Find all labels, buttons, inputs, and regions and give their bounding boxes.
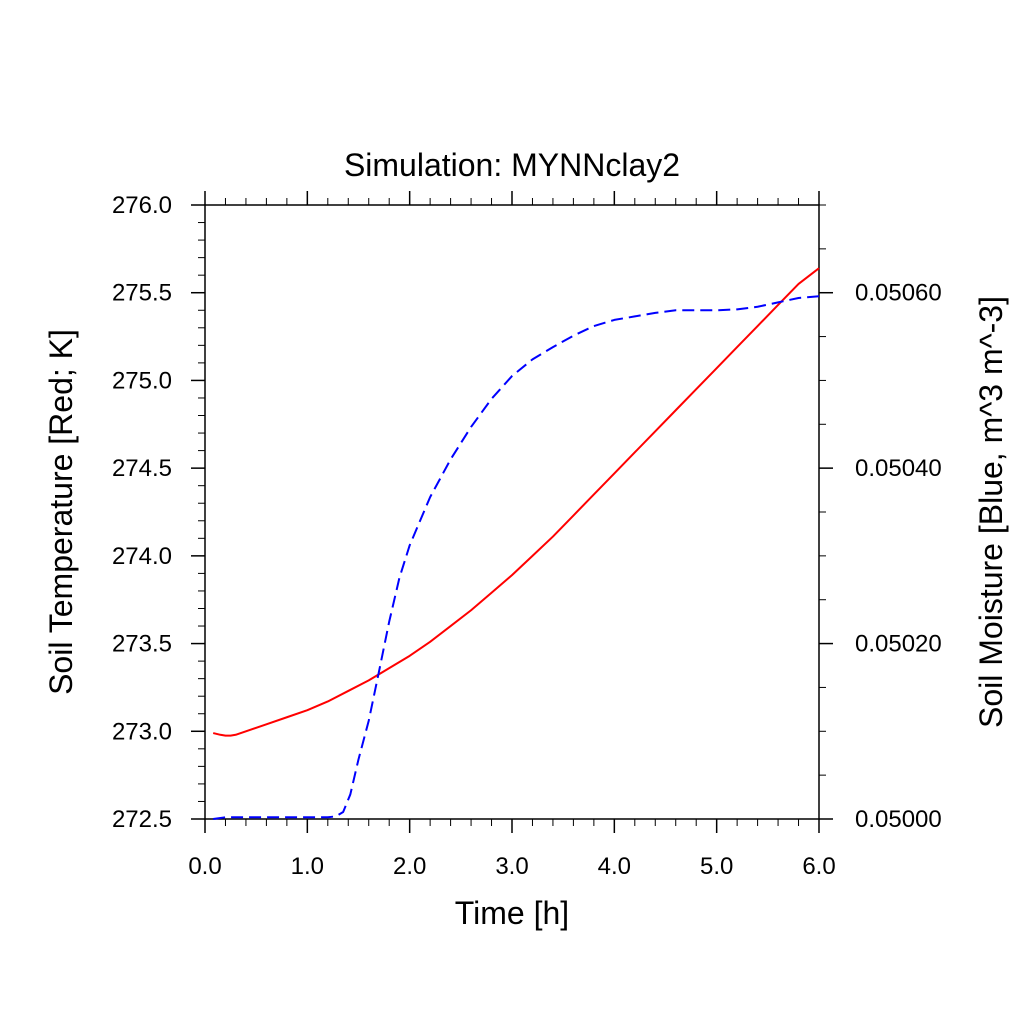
plot-frame bbox=[204, 204, 820, 820]
x-tick-label: 5.0 bbox=[700, 853, 733, 880]
y2-axis-ticks: 0.05000 0.05020 0.05040 0.05060 bbox=[819, 280, 942, 833]
y-tick-label: 276.0 bbox=[112, 192, 172, 219]
y-tick-label: 273.5 bbox=[112, 631, 172, 658]
y-tick-label: 274.5 bbox=[112, 455, 172, 482]
x-axis-ticks: 0.0 1.0 2.0 3.0 4.0 5.0 6.0 bbox=[188, 191, 836, 880]
y-tick-label: 275.5 bbox=[112, 280, 172, 307]
x-tick-label: 2.0 bbox=[393, 853, 426, 880]
y-axis-ticks: 272.5 273.0 273.5 274.0 274.5 275.0 275.5 276.0 bbox=[112, 192, 205, 833]
y-tick-label: 273.0 bbox=[112, 718, 172, 745]
x-tick-label: 6.0 bbox=[802, 853, 835, 880]
chart-title: Simulation: MYNNclay2 bbox=[344, 147, 680, 183]
y2-axis-title: Soil Moisture [Blue, m^3 m^-3] bbox=[973, 296, 1009, 728]
x-tick-label: 0.0 bbox=[188, 853, 221, 880]
y-tick-label: 275.0 bbox=[112, 367, 172, 394]
y-tick-label: 272.5 bbox=[112, 806, 172, 833]
y2-tick-label: 0.05060 bbox=[855, 280, 942, 307]
x-tick-label: 3.0 bbox=[495, 853, 528, 880]
y2-tick-label: 0.05020 bbox=[855, 631, 942, 658]
y2-tick-label: 0.05000 bbox=[855, 806, 942, 833]
y-tick-label: 274.0 bbox=[112, 543, 172, 570]
y2-tick-label: 0.05040 bbox=[855, 455, 942, 482]
minor-ticks bbox=[198, 198, 826, 826]
plot-border bbox=[204, 204, 820, 820]
x-tick-label: 1.0 bbox=[291, 853, 324, 880]
soil-moisture-series-line bbox=[213, 295, 820, 820]
y-axis-title: Soil Temperature [Red; K] bbox=[43, 329, 79, 695]
series-layer bbox=[212, 267, 820, 820]
x-axis-title: Time [h] bbox=[455, 895, 569, 931]
soil-temperature-series-line bbox=[212, 267, 820, 737]
x-tick-label: 4.0 bbox=[598, 853, 631, 880]
